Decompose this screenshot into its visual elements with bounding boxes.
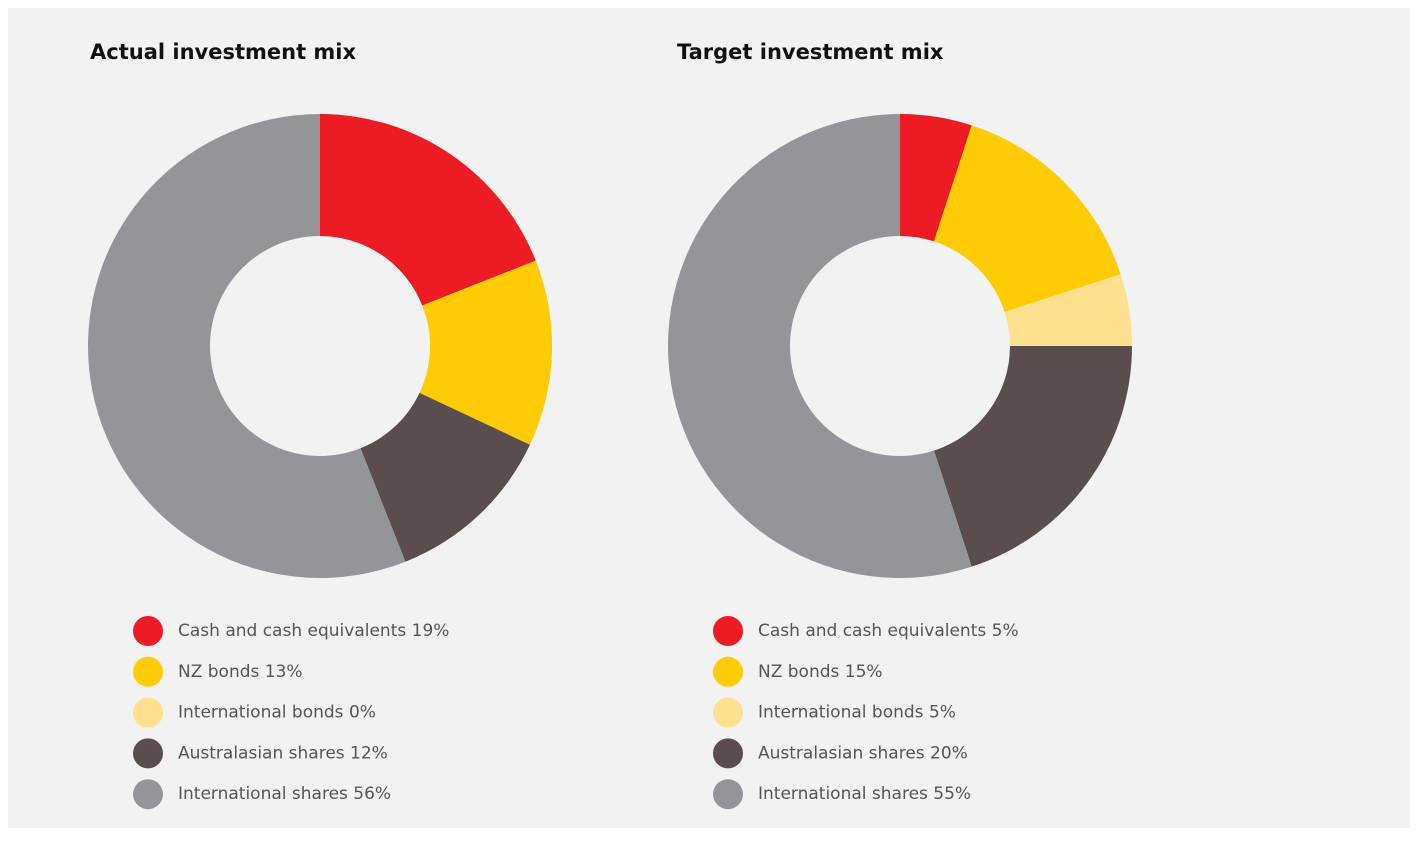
legend-value: 56% (353, 784, 391, 804)
legend-name: Cash and cash equivalents (178, 621, 406, 641)
donut-segment (419, 260, 552, 445)
legend-label: International bonds 0% (178, 703, 376, 723)
legend-value: 12% (350, 743, 388, 763)
legend-label: International bonds 5% (758, 703, 956, 723)
legend-swatch (713, 779, 743, 810)
donut-segment (933, 125, 1121, 313)
legend-name: International bonds (178, 703, 344, 723)
legend-label: International shares 56% (178, 784, 391, 804)
legend-swatch (133, 616, 163, 646)
chart-title: Actual investment mix (90, 40, 356, 64)
legend-value: 19% (412, 621, 450, 641)
legend-swatch (133, 738, 163, 769)
legend-swatch (133, 779, 163, 810)
legend-label: Cash and cash equivalents 5% (758, 621, 1019, 641)
legend-value: 5% (929, 703, 956, 723)
legend-name: Cash and cash equivalents (758, 621, 986, 641)
legend-label: NZ bonds 15% (758, 662, 883, 682)
legend-label: Australasian shares 12% (178, 743, 388, 763)
donut-segment (360, 392, 530, 562)
donut-segment (668, 114, 972, 578)
donut-segment (900, 114, 972, 242)
legend-name: Australasian shares (178, 743, 345, 763)
legend-name: International shares (758, 784, 928, 804)
legend-value: 55% (933, 784, 971, 804)
legend-swatch (133, 656, 163, 687)
legend-value: 5% (992, 621, 1019, 641)
legend-swatch (133, 697, 163, 728)
legend-label: Cash and cash equivalents 19% (178, 621, 449, 641)
legend-swatch (713, 656, 743, 687)
donut-segment (1004, 274, 1132, 346)
chart-title: Target investment mix (677, 40, 944, 64)
donut-segment (320, 114, 536, 306)
legend-value: 20% (930, 743, 968, 763)
legend-name: International bonds (758, 703, 924, 723)
legend-label: NZ bonds 13% (178, 662, 303, 682)
donut-segment (933, 346, 1132, 567)
legend-label: International shares 55% (758, 784, 971, 804)
legend-name: NZ bonds (178, 662, 260, 682)
legend-name: NZ bonds (758, 662, 840, 682)
legend-name: International shares (178, 784, 348, 804)
legend-name: Australasian shares (758, 743, 925, 763)
legend-swatch (713, 616, 743, 646)
legend-swatch (713, 738, 743, 769)
legend-value: 15% (845, 662, 883, 682)
legend-value: 0% (349, 703, 376, 723)
donut-segment (88, 113, 406, 579)
legend-label: Australasian shares 20% (758, 743, 968, 763)
legend-value: 13% (265, 662, 303, 682)
legend-swatch (713, 697, 743, 728)
